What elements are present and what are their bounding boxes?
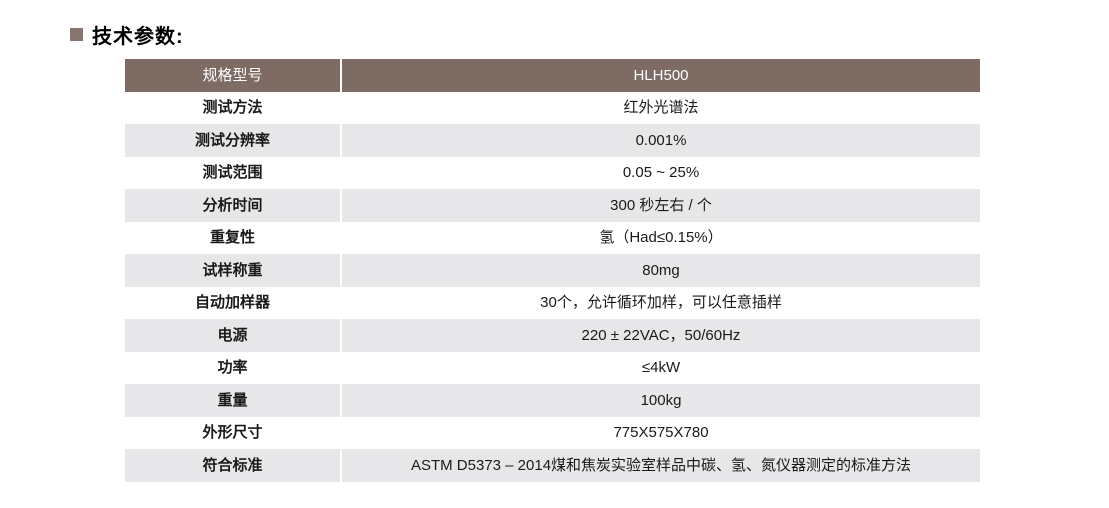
table-row: 重量 100kg [125, 384, 980, 417]
param-label: 分析时间 [125, 189, 342, 222]
param-value: 0.05 ~ 25% [622, 164, 700, 182]
table-row: 电源 220 ± 22VAC，50/60Hz [125, 319, 980, 352]
param-label: 测试分辨率 [125, 124, 342, 157]
param-label: 符合标准 [125, 449, 342, 482]
header-model-value: HLH500 [633, 66, 689, 84]
table-row: 功率 ≤4kW [125, 351, 980, 384]
table-row: 测试范围 0.05 ~ 25% [125, 156, 980, 189]
section-title-text: 技术参数: [92, 26, 184, 48]
param-value: 30个，允许循环加样，可以任意插样 [540, 294, 782, 312]
param-label: 测试方法 [125, 91, 342, 124]
param-label: 测试范围 [125, 156, 342, 189]
table-row: 测试方法 红外光谱法 [125, 91, 980, 124]
table-row: 试样称重 80mg [125, 254, 980, 287]
section-title: 技术参数: [70, 20, 184, 49]
header-param-label: 规格型号 [125, 59, 342, 92]
param-label: 自动加样器 [125, 286, 342, 319]
param-value: ≤4kW [641, 359, 681, 377]
param-value: 220 ± 22VAC，50/60Hz [581, 326, 741, 344]
param-value: 红外光谱法 [623, 99, 699, 117]
table-row: 符合标准 ASTM D5373 – 2014煤和焦炭实验室样品中碳、氢、氮仪器测… [125, 449, 980, 482]
param-value: 775X575X780 [613, 424, 709, 442]
table-row: 自动加样器 30个，允许循环加样，可以任意插样 [125, 286, 980, 319]
param-label: 功率 [125, 351, 342, 384]
param-value: ASTM D5373 – 2014煤和焦炭实验室样品中碳、氢、氮仪器测定的标准方… [410, 456, 912, 474]
param-value: 300 秒左右 / 个 [610, 196, 712, 214]
spec-table: 规格型号 HLH500 测试方法 红外光谱法 测试分辨率 0.001% 测试范围… [125, 59, 980, 482]
table-row: 外形尺寸 775X575X780 [125, 416, 980, 449]
param-value: 氢（Had≤0.15%） [599, 229, 723, 247]
table-row: 测试分辨率 0.001% [125, 124, 980, 157]
table-header-row: 规格型号 HLH500 [125, 59, 980, 92]
param-label: 重量 [125, 384, 342, 417]
param-label: 试样称重 [125, 254, 342, 287]
param-label: 重复性 [125, 221, 342, 254]
param-label: 电源 [125, 319, 342, 352]
table-row: 重复性 氢（Had≤0.15%） [125, 221, 980, 254]
param-label: 外形尺寸 [125, 416, 342, 449]
param-value: 80mg [642, 261, 680, 279]
table-row: 分析时间 300 秒左右 / 个 [125, 189, 980, 222]
square-bullet-icon [70, 28, 83, 41]
param-value: 0.001% [635, 131, 687, 149]
table-body: 测试方法 红外光谱法 测试分辨率 0.001% 测试范围 0.05 ~ 25% … [125, 91, 980, 482]
param-value: 100kg [640, 391, 682, 409]
